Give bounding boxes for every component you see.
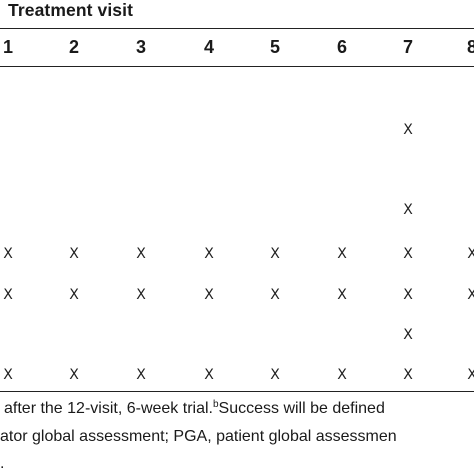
visit-mark: X <box>270 287 280 303</box>
visit-mark: X <box>3 246 13 262</box>
visit-mark: X <box>403 287 413 303</box>
table-bottom-rule <box>0 391 474 393</box>
visit-mark: X <box>403 327 413 343</box>
footnote-line-1-tail: Success will be defined <box>218 400 385 417</box>
header-rule-bottom <box>0 66 474 68</box>
visit-mark: X <box>69 367 79 383</box>
visit-mark: X <box>337 287 347 303</box>
visit-mark: X <box>204 246 214 262</box>
visit-mark: X <box>3 287 13 303</box>
visit-mark: X <box>403 122 413 138</box>
visit-5: 5 <box>269 37 280 57</box>
visit-3: 3 <box>135 37 146 57</box>
visit-mark: X <box>467 367 474 383</box>
visit-mark: X <box>3 367 13 383</box>
visit-mark: X <box>467 287 474 303</box>
visit-mark: X <box>337 246 347 262</box>
visit-mark: X <box>403 246 413 262</box>
visit-mark: X <box>69 287 79 303</box>
visit-1: 1 <box>2 37 13 57</box>
visit-mark: X <box>69 246 79 262</box>
footnote-line-3: . <box>0 455 5 472</box>
visit-mark: X <box>403 367 413 383</box>
footnote-line-2: ator global assessment; PGA, patient glo… <box>0 428 397 445</box>
visit-mark: X <box>337 367 347 383</box>
visit-mark: X <box>403 202 413 218</box>
visit-mark: X <box>204 367 214 383</box>
visit-4: 4 <box>203 37 214 57</box>
footnote-line-1-text: after the 12-visit, 6-week trial. <box>4 400 213 417</box>
visit-8: 8 <box>466 37 474 57</box>
visit-mark: X <box>204 287 214 303</box>
visit-mark: X <box>136 287 146 303</box>
visit-7: 7 <box>402 37 413 57</box>
footnote-line-1: after the 12-visit, 6-week trial.bSucces… <box>4 399 385 418</box>
visit-mark: X <box>136 367 146 383</box>
visit-2: 2 <box>68 37 79 57</box>
visit-mark: X <box>270 367 280 383</box>
visit-mark: X <box>467 246 474 262</box>
visit-mark: X <box>270 246 280 262</box>
visit-6: 6 <box>336 37 347 57</box>
visit-mark: X <box>136 246 146 262</box>
footnote-marker-b: b <box>212 399 219 410</box>
section-title: Treatment visit <box>8 0 134 20</box>
header-rule-top <box>0 28 474 30</box>
